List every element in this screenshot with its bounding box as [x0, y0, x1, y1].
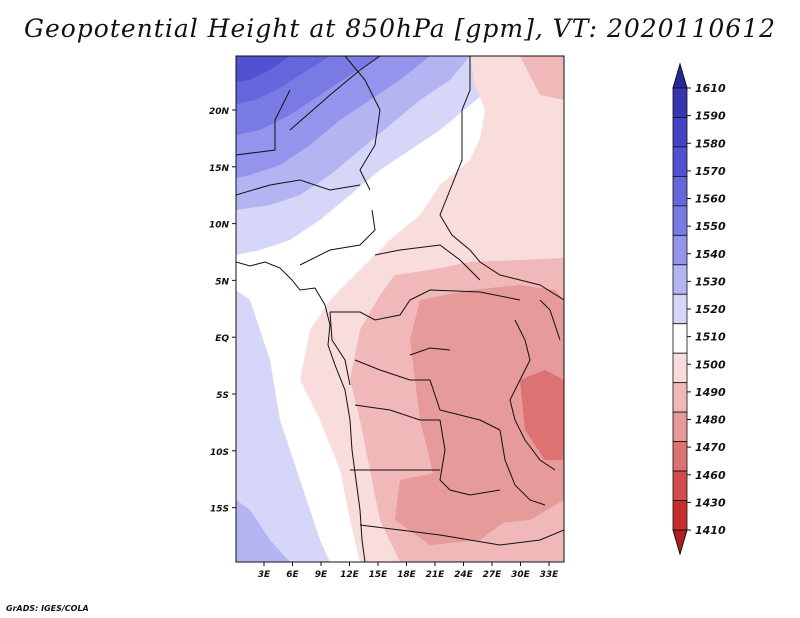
- colorbar-label: 1610: [695, 82, 726, 95]
- colorbar-swatch: [672, 382, 688, 413]
- colorbar-swatch: [672, 264, 688, 295]
- lon-label: 21E: [426, 570, 446, 580]
- colorbar-label: 1460: [695, 469, 726, 482]
- colorbar-label: 1560: [695, 193, 726, 206]
- lon-label: 9E: [315, 570, 328, 580]
- lon-label: 18E: [397, 570, 417, 580]
- colorbar-label: 1520: [695, 303, 726, 316]
- credit-label: GrADS: IGES/COLA: [6, 604, 89, 613]
- colorbar-swatch: [672, 146, 688, 177]
- colorbar-swatch: [672, 323, 688, 354]
- colorbar-swatch: [672, 441, 688, 472]
- colorbar-label: 1500: [695, 358, 726, 371]
- colorbar-swatch: [672, 205, 688, 236]
- colorbar-swatch: [672, 411, 688, 442]
- colorbar-bottom-arrow: [672, 529, 688, 556]
- colorbar: 1610 1590 1580 1570 1560 1550 1540 1530 1520 1510…: [672, 62, 726, 556]
- colorbar-label: 1530: [695, 275, 726, 288]
- lat-label: 10S: [210, 448, 229, 458]
- lon-label: 24E: [454, 570, 474, 580]
- colorbar-label: 1570: [695, 165, 726, 178]
- colorbar-swatch: [672, 470, 688, 501]
- lat-label: EQ: [215, 334, 229, 344]
- colorbar-label: 1540: [695, 248, 726, 261]
- colorbar-swatch: [672, 87, 688, 118]
- colorbar-label: 1580: [695, 137, 726, 150]
- lat-label: 20N: [209, 107, 230, 117]
- lon-label: 33E: [540, 570, 560, 580]
- colorbar-top-arrow: [672, 62, 688, 89]
- colorbar-swatch: [672, 293, 688, 325]
- lon-label: 3E: [258, 570, 271, 580]
- country-borders: [236, 56, 564, 562]
- lon-label: 12E: [340, 570, 360, 580]
- colorbar-label: 1490: [695, 386, 726, 399]
- lat-label: 15S: [210, 505, 229, 515]
- colorbar-label: 1430: [695, 496, 726, 509]
- colorbar-swatch: [672, 117, 688, 148]
- colorbar-label: 1550: [695, 220, 726, 233]
- height-field: [236, 56, 564, 562]
- lat-label: 15N: [209, 164, 230, 174]
- colorbar-label: 1410: [695, 524, 726, 537]
- longitude-labels: 3E 6E 9E 12E 15E 18E 21E 24E 27E 30E 33E: [258, 562, 559, 580]
- lat-label: 10N: [209, 221, 230, 231]
- colorbar-swatch: [672, 500, 688, 531]
- colorbar-label: 1590: [695, 110, 726, 123]
- colorbar-swatch: [672, 352, 688, 384]
- lat-label: 5N: [215, 277, 229, 287]
- colorbar-swatch: [672, 175, 688, 207]
- latitude-labels: 20N 15N 10N 5N EQ 5S 10S 15S: [209, 107, 236, 515]
- map-frame: [235, 55, 565, 563]
- lon-label: 6E: [286, 570, 299, 580]
- lon-label: 15E: [369, 570, 389, 580]
- colorbar-label: 1480: [695, 414, 726, 427]
- colorbar-swatch: [672, 234, 688, 266]
- colorbar-label: 1510: [695, 331, 726, 344]
- lon-label: 30E: [511, 570, 531, 580]
- map-title: Geopotential Height at 850hPa [gpm], VT:…: [23, 14, 777, 43]
- lon-label: 27E: [483, 570, 503, 580]
- colorbar-label: 1470: [695, 441, 726, 454]
- lat-label: 5S: [216, 391, 229, 401]
